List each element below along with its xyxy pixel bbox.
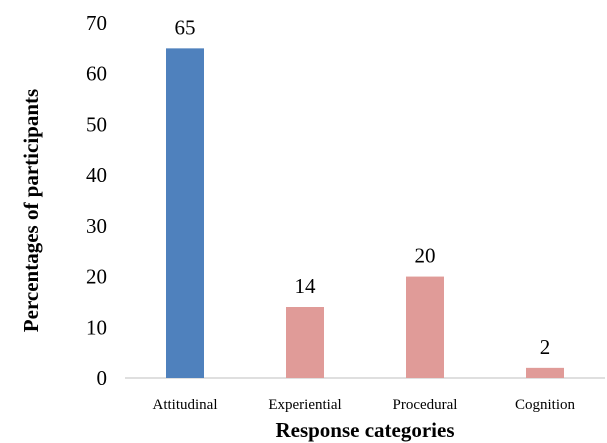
- bar-experiential: [286, 307, 324, 378]
- bar-attitudinal: [166, 48, 204, 378]
- y-tick-label: 60: [86, 62, 107, 86]
- bars: [166, 48, 564, 378]
- bar-procedural: [406, 276, 444, 378]
- y-axis-title: Percentages of participants: [19, 89, 43, 332]
- data-label: 2: [540, 335, 551, 359]
- x-category-label: Procedural: [393, 397, 458, 413]
- y-tick-label: 0: [97, 366, 108, 390]
- y-tick-label: 50: [86, 112, 107, 136]
- data-label: 65: [175, 15, 196, 39]
- x-category-label: Cognition: [515, 397, 576, 413]
- y-tick-label: 70: [86, 11, 107, 35]
- y-tick-label: 20: [86, 265, 107, 289]
- data-labels: 65 14 20 2: [175, 15, 551, 359]
- y-axis-ticks: 0 10 20 30 40 50 60 70: [86, 11, 107, 390]
- y-tick-label: 40: [86, 163, 107, 187]
- bar-cognition: [526, 367, 564, 378]
- x-category-label: Attitudinal: [153, 397, 218, 413]
- data-label: 20: [415, 244, 436, 268]
- x-axis-title: Response categories: [275, 418, 454, 442]
- data-label: 14: [295, 274, 317, 298]
- y-tick-label: 10: [86, 315, 107, 339]
- x-axis-categories: Attitudinal Experiential Procedural Cogniti…: [153, 397, 576, 413]
- x-category-label: Experiential: [268, 397, 341, 413]
- y-tick-label: 30: [86, 214, 107, 238]
